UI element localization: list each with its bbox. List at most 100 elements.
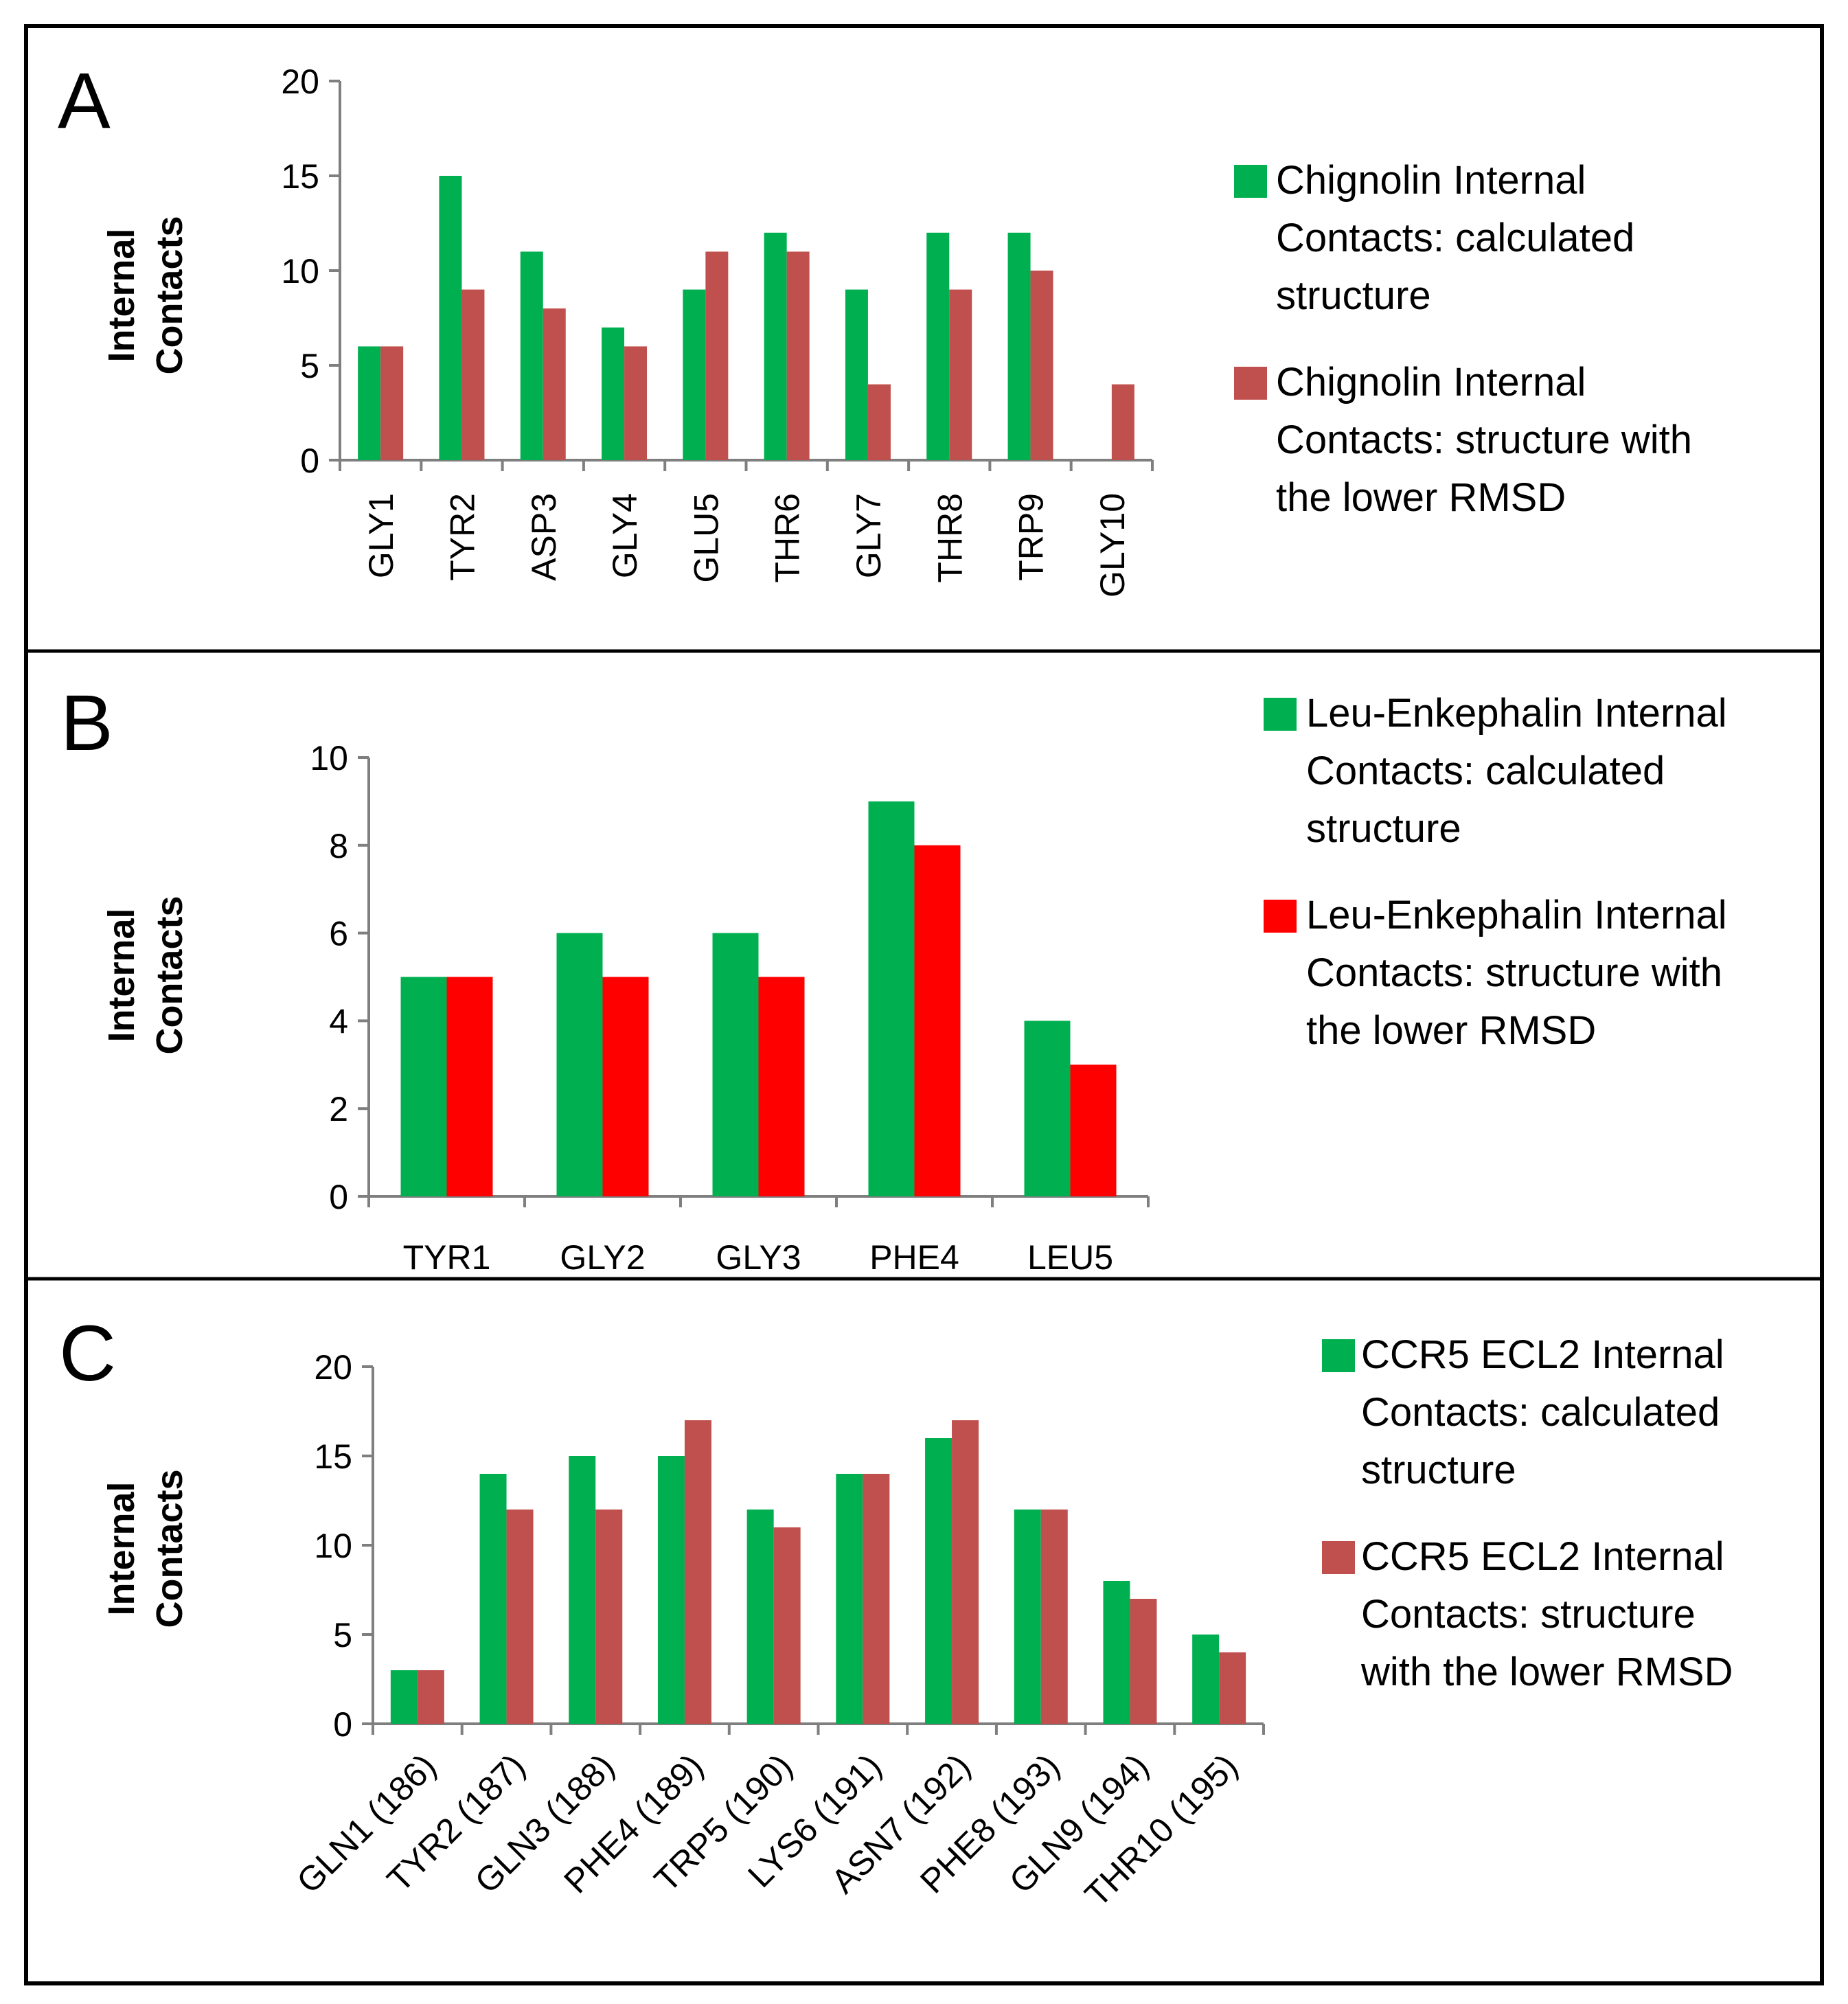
panel-b-y-tick-label: 10 (310, 739, 348, 777)
panel-a-category-label: GLY7 (849, 493, 888, 578)
panel-a-category-label: GLY1 (362, 493, 400, 578)
panel-a-bar-calculated (1007, 232, 1031, 460)
panel-c-y-tick-label: 20 (314, 1348, 352, 1387)
panel-c-legend-calculated-line1: CCR5 ECL2 Internal (1361, 1332, 1724, 1377)
panel-b-plot: 0 2 4 6 8 10 TYR1 GLY2 GLY3 PHE4 LEU5 (310, 739, 1150, 1277)
panel-a-y-tick-label: 5 (300, 347, 319, 385)
panel-a-ylabel-line1: Internal (101, 228, 142, 362)
panel-b-ylabel-line1: Internal (101, 908, 142, 1042)
panel-b-legend-swatch-lower-rmsd (1264, 900, 1297, 933)
panel-letter-c: C (59, 1310, 116, 1398)
panel-c-y-tick-label: 15 (314, 1437, 352, 1476)
panel-a-y-tick-label: 15 (281, 157, 319, 196)
panel-a-category-label: THR8 (931, 493, 969, 583)
panel-a-bar-calculated (358, 346, 381, 460)
panel-a-bar-lower-rmsd (705, 251, 729, 460)
panel-b-legend-swatch-calculated (1264, 698, 1297, 731)
panel-c-bar-calculated (569, 1456, 596, 1724)
panel-c-bar-lower-rmsd (684, 1420, 711, 1724)
panel-b-bar-lower-rmsd (1070, 1064, 1117, 1196)
panel-b-category-label: GLY3 (716, 1238, 801, 1277)
panel-c-legend-lower-rmsd-line3: with the lower RMSD (1360, 1650, 1733, 1694)
panel-b-legend-lower-rmsd-line3: the lower RMSD (1306, 1008, 1596, 1053)
panel-b-bar-lower-rmsd (602, 977, 649, 1196)
panel-c-bar-calculated (390, 1670, 418, 1724)
panel-b-legend: Leu-Enkephalin Internal Contacts: calcul… (1264, 691, 1727, 1053)
panel-c-bar-calculated (1014, 1510, 1041, 1724)
panel-c-bar-lower-rmsd (595, 1510, 623, 1724)
panel-c-bar-calculated (657, 1456, 685, 1724)
panel-b-category-label: LEU5 (1027, 1238, 1113, 1277)
panel-b-category-label: PHE4 (869, 1238, 959, 1277)
panel-c-legend: CCR5 ECL2 Internal Contacts: calculated … (1322, 1332, 1733, 1694)
panel-a-legend-calculated-line2: Contacts: calculated (1276, 216, 1634, 260)
panel-b-bar-lower-rmsd (446, 977, 493, 1196)
panel-b-legend-calculated-line2: Contacts: calculated (1306, 749, 1665, 793)
panel-a-category-label: GLU5 (687, 493, 725, 583)
panel-a-bar-lower-rmsd (624, 346, 648, 460)
panel-c-bar-calculated (1192, 1635, 1220, 1724)
panel-a-legend-calculated-line3: structure (1276, 273, 1431, 318)
panel-b-bar-calculated (400, 977, 447, 1196)
panel-b-y-tick-label: 8 (329, 827, 348, 865)
panel-b-category-label: GLY2 (560, 1238, 645, 1277)
panel-a-bar-calculated (602, 327, 625, 460)
panel-c-bar-calculated (836, 1474, 863, 1724)
panel-c-legend-swatch-lower-rmsd (1322, 1541, 1355, 1574)
panel-b-bar-calculated (868, 801, 915, 1196)
panel-a-plot: 0 5 10 15 20 GLY1 TYR2 ASP3 GLY4 GLU5 THR6 GLY7 THR8… (281, 62, 1154, 597)
panel-b-legend-lower-rmsd-line2: Contacts: structure with (1306, 950, 1722, 995)
panel-c-bar-calculated (1103, 1581, 1130, 1724)
panel-a-category-label: TRP9 (1012, 493, 1051, 581)
panel-b-ylabel-line2: Contacts (149, 896, 190, 1054)
panel-letter-a: A (58, 57, 111, 145)
panel-a-bar-lower-rmsd (867, 384, 891, 460)
panel-b-legend-calculated-line1: Leu-Enkephalin Internal (1306, 691, 1727, 736)
panel-a-bar-lower-rmsd (380, 346, 404, 460)
panel-a-y-tick-label: 20 (281, 62, 319, 101)
panel-c-legend-lower-rmsd-line1: CCR5 ECL2 Internal (1361, 1534, 1724, 1579)
panel-c-legend-swatch-calculated (1322, 1339, 1355, 1372)
panel-a-bar-lower-rmsd (461, 289, 485, 460)
panel-a-bar-calculated (520, 251, 543, 460)
panel-a-category-label: GLY4 (606, 493, 644, 578)
panel-b-category-label: TYR1 (403, 1238, 491, 1277)
panel-a-bar-calculated (439, 176, 462, 460)
panel-a-bar-lower-rmsd (1030, 271, 1053, 460)
panel-c-legend-calculated-line2: Contacts: calculated (1361, 1390, 1720, 1435)
panel-c-ylabel: Internal Contacts (101, 1469, 190, 1628)
panel-a-bar-lower-rmsd (1111, 384, 1134, 460)
panel-a-bar-lower-rmsd (949, 289, 972, 460)
panel-c-ylabel-line1: Internal (101, 1481, 142, 1615)
panel-b-bar-lower-rmsd (914, 845, 961, 1196)
panel-c-bar-lower-rmsd (1040, 1510, 1068, 1724)
panel-a-bar-calculated (683, 289, 706, 460)
panel-a-ylabel: Internal Contacts (101, 216, 190, 374)
panel-a-y-tick-label: 0 (300, 442, 319, 480)
panel-c-bar-calculated (925, 1438, 952, 1724)
panel-c-category-label: THR10 (195) (1077, 1746, 1245, 1914)
panel-a-legend: Chignolin Internal Contacts: calculated … (1234, 158, 1692, 520)
panel-b-y-tick-label: 2 (329, 1090, 348, 1128)
panel-a-bar-calculated (845, 289, 868, 460)
panel-letter-b: B (60, 679, 113, 767)
panel-a-bar-calculated (926, 232, 950, 460)
panel-b-bar-lower-rmsd (758, 977, 805, 1196)
panel-c-y-tick-label: 5 (333, 1616, 352, 1654)
panel-b-y-tick-label: 6 (329, 915, 348, 953)
panel-b-y-tick-label: 4 (329, 1002, 348, 1040)
panel-a-ylabel-line2: Contacts (149, 216, 190, 374)
panel-c-legend-lower-rmsd-line2: Contacts: structure (1361, 1592, 1696, 1637)
panel-c-bar-lower-rmsd (1130, 1599, 1157, 1724)
panel-c-y-tick-label: 10 (314, 1527, 352, 1565)
panel-a-bar-lower-rmsd (786, 251, 810, 460)
panel-a-legend-swatch-calculated (1234, 165, 1267, 198)
panel-b-legend-lower-rmsd-line1: Leu-Enkephalin Internal (1306, 893, 1727, 937)
panel-a-legend-lower-rmsd-line1: Chignolin Internal (1276, 360, 1586, 405)
panel-a-legend-swatch-lower-rmsd (1234, 367, 1267, 400)
panel-b-y-tick-label: 0 (329, 1178, 348, 1216)
panel-b-bar-calculated (712, 933, 759, 1196)
figure-frame (24, 24, 1824, 1985)
